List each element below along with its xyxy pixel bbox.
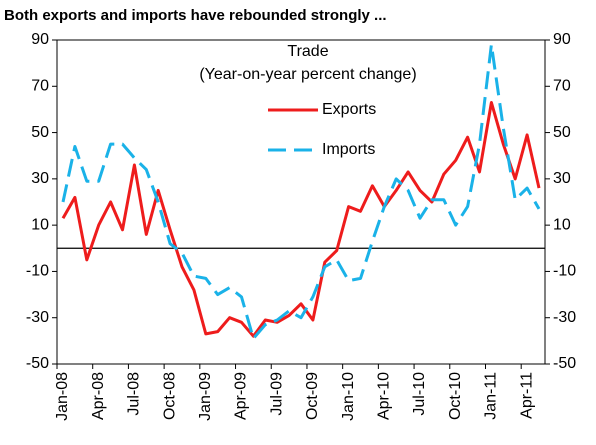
y2-tick-label: -30 — [553, 309, 576, 326]
legend-label: Exports — [322, 101, 376, 118]
x-tick-label: Jul-10 — [411, 372, 428, 416]
x-tick-label: Jan-10 — [340, 372, 357, 421]
annotation: (Year-on-year percent change) — [199, 66, 416, 83]
y2-tick-label: -50 — [553, 355, 576, 372]
x-tick-label: Apr-09 — [233, 372, 250, 420]
plot-frame — [56, 39, 546, 365]
series-line — [61, 101, 541, 338]
y-tick-label: -30 — [26, 309, 49, 326]
y2-tick-label: -10 — [553, 263, 576, 280]
y-tick-label: 10 — [31, 216, 49, 233]
x-tick-label: Jul-09 — [268, 372, 285, 416]
y2-tick-label: 10 — [553, 216, 571, 233]
legend-label: Imports — [322, 141, 375, 158]
y2-tick-label: 70 — [553, 78, 571, 95]
x-tick-label: Oct-08 — [161, 372, 178, 420]
x-tick-label: Oct-10 — [447, 372, 464, 420]
y2-tick-label: 90 — [553, 31, 571, 48]
y-tick-label: -10 — [26, 263, 49, 280]
y-tick-label: 70 — [31, 78, 49, 95]
y2-tick-label: 30 — [553, 170, 571, 187]
x-tick-label: Oct-09 — [304, 372, 321, 420]
y-tick-label: -50 — [26, 355, 49, 372]
y-tick-label: 90 — [31, 31, 49, 48]
chart-title: Both exports and imports have rebounded … — [4, 7, 387, 24]
x-tick-label: Jan-11 — [483, 372, 500, 420]
x-tick-label: Jan-08 — [54, 372, 71, 421]
annotation: Trade — [287, 43, 328, 60]
y-tick-label: 50 — [31, 124, 49, 141]
y-tick-label: 30 — [31, 170, 49, 187]
x-tick-label: Apr-10 — [376, 372, 393, 420]
x-tick-label: Apr-11 — [518, 372, 535, 419]
x-tick-label: Apr-08 — [90, 372, 107, 420]
x-tick-label: Jan-09 — [197, 372, 214, 421]
x-tick-label: Jul-08 — [126, 372, 143, 416]
y2-tick-label: 50 — [553, 124, 571, 141]
series-line — [61, 43, 541, 340]
